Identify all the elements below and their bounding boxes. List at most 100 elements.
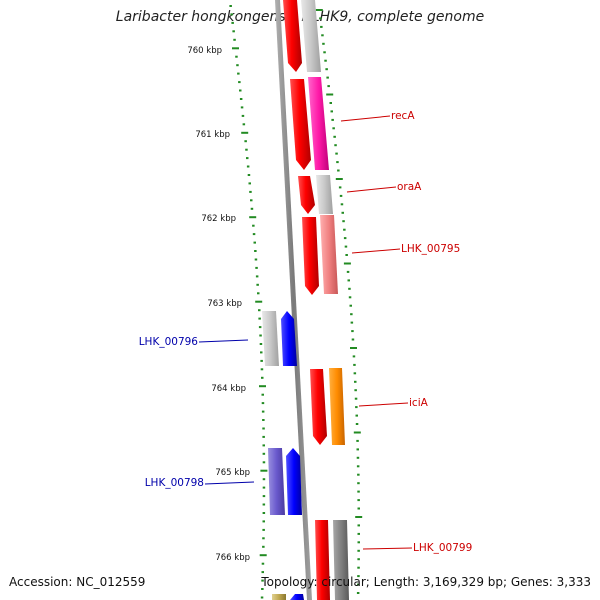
ruler-dot: [258, 326, 262, 329]
gene-arrow[interactable]: [316, 175, 333, 214]
gene-arrow[interactable]: [283, 0, 302, 72]
ruler-dot: [246, 165, 250, 168]
ruler-dot: [357, 473, 360, 476]
ruler-dot: [320, 25, 323, 28]
topology-text: Topology: circular; Length: 3,169,329 bp…: [261, 575, 591, 589]
gene-label-lhk-00799[interactable]: LHK_00799: [413, 542, 472, 554]
ruler-dot: [350, 347, 357, 349]
ruler-dot: [354, 380, 357, 383]
ruler-dot: [343, 237, 347, 240]
gene-label-icia[interactable]: iciA: [409, 397, 429, 409]
ruler-dot: [356, 448, 359, 451]
gene-arrow[interactable]: [301, 0, 321, 72]
ruler-dot: [332, 127, 335, 130]
ruler-dot: [343, 228, 346, 231]
ruler-dot: [230, 13, 233, 16]
gene-label-lhk-00795[interactable]: LHK_00795: [401, 243, 460, 255]
gene-arrow[interactable]: [329, 368, 345, 445]
ruler-dot: [232, 47, 239, 50]
ruler-dot: [262, 444, 265, 447]
gene-label-reca[interactable]: recA: [391, 110, 415, 122]
ruler-tick-label: 765 kbp: [215, 468, 250, 478]
ruler-dot: [242, 123, 246, 126]
ruler-dot: [240, 106, 244, 109]
forward-genes: [283, 0, 349, 600]
ruler-dot: [355, 406, 358, 409]
ruler-dot: [350, 313, 353, 316]
genome-backbone: [275, 0, 312, 600]
ruler-dot: [262, 512, 266, 514]
gene-arrow[interactable]: [290, 594, 304, 600]
ruler-dot: [354, 397, 358, 400]
ruler-dot: [250, 207, 254, 210]
ruler-dot: [244, 140, 247, 143]
ruler-dot: [255, 266, 258, 269]
ruler-dot: [333, 135, 336, 138]
ruler-dot: [319, 17, 322, 20]
ruler-dot: [249, 190, 252, 193]
gene-leader-lines: [198, 115, 413, 550]
ruler-dot: [340, 203, 344, 206]
ruler-dot: [262, 528, 265, 531]
gene-arrow[interactable]: [281, 311, 297, 366]
ruler-dot: [357, 499, 360, 502]
ruler-dot: [331, 118, 334, 121]
ruler-dot: [259, 343, 263, 345]
ruler-dot: [233, 38, 236, 41]
ruler-dot: [252, 233, 256, 236]
ruler-dot: [259, 334, 262, 337]
ruler-dot: [262, 478, 266, 481]
ruler-dot: [339, 194, 343, 197]
ruler-dot: [348, 296, 352, 299]
ruler-tick-label: 764 kbp: [211, 384, 246, 394]
gene-arrow[interactable]: [302, 217, 319, 295]
ruler-dot: [337, 169, 340, 172]
gene-arrow[interactable]: [262, 311, 279, 366]
ruler-dot: [260, 351, 263, 354]
ruler-dot: [262, 486, 266, 489]
ruler-dot: [355, 414, 358, 417]
reverse-genes: [262, 311, 304, 600]
ruler-dot: [334, 144, 337, 147]
gene-arrow[interactable]: [290, 79, 311, 170]
gene-arrow[interactable]: [298, 176, 315, 214]
ruler-dot: [262, 545, 265, 548]
ruler-dot: [329, 102, 332, 104]
ruler-dot: [261, 579, 264, 582]
ruler-dot: [315, 9, 323, 11]
ruler-dot: [356, 592, 360, 594]
gene-arrow[interactable]: [272, 594, 286, 600]
ruler-tick-labels: 760 kbp 761 kbp 762 kbp 763 kbp 764 kbp …: [187, 46, 250, 563]
ruler-dot: [256, 283, 259, 286]
gene-label-lhk-00796[interactable]: LHK_00796: [139, 336, 199, 348]
ruler-dot: [357, 524, 360, 527]
ruler-dot: [254, 258, 258, 261]
ruler-dot: [254, 250, 257, 252]
gene-arrow[interactable]: [333, 520, 349, 600]
ruler-dot: [345, 254, 348, 256]
gene-arrow[interactable]: [315, 520, 330, 600]
ruler-dot: [229, 5, 232, 7]
ruler-tick-label: 762 kbp: [201, 214, 236, 224]
ruler-dot: [354, 389, 357, 392]
ruler-dot: [357, 583, 360, 586]
gene-arrow[interactable]: [310, 369, 327, 445]
ruler-dot: [255, 300, 263, 303]
gene-arrow[interactable]: [308, 77, 329, 170]
gene-arrow[interactable]: [286, 448, 302, 515]
ruler-dot: [246, 157, 249, 160]
ruler-dot: [253, 241, 256, 244]
ruler-dot: [262, 427, 265, 430]
ruler-dot: [261, 562, 265, 565]
ruler-dot: [257, 292, 260, 295]
gene-arrow[interactable]: [320, 215, 338, 294]
ruler-dot: [260, 469, 268, 472]
accession-text: Accession: NC_012559: [9, 575, 146, 589]
gene-label-oraa[interactable]: oraA: [397, 181, 422, 193]
ruler-dot: [241, 131, 249, 134]
gene-arrow[interactable]: [268, 448, 285, 515]
ruler-dot: [343, 262, 351, 265]
gene-label-lhk-00798[interactable]: LHK_00798: [145, 477, 204, 489]
ruler-dot: [262, 537, 265, 540]
